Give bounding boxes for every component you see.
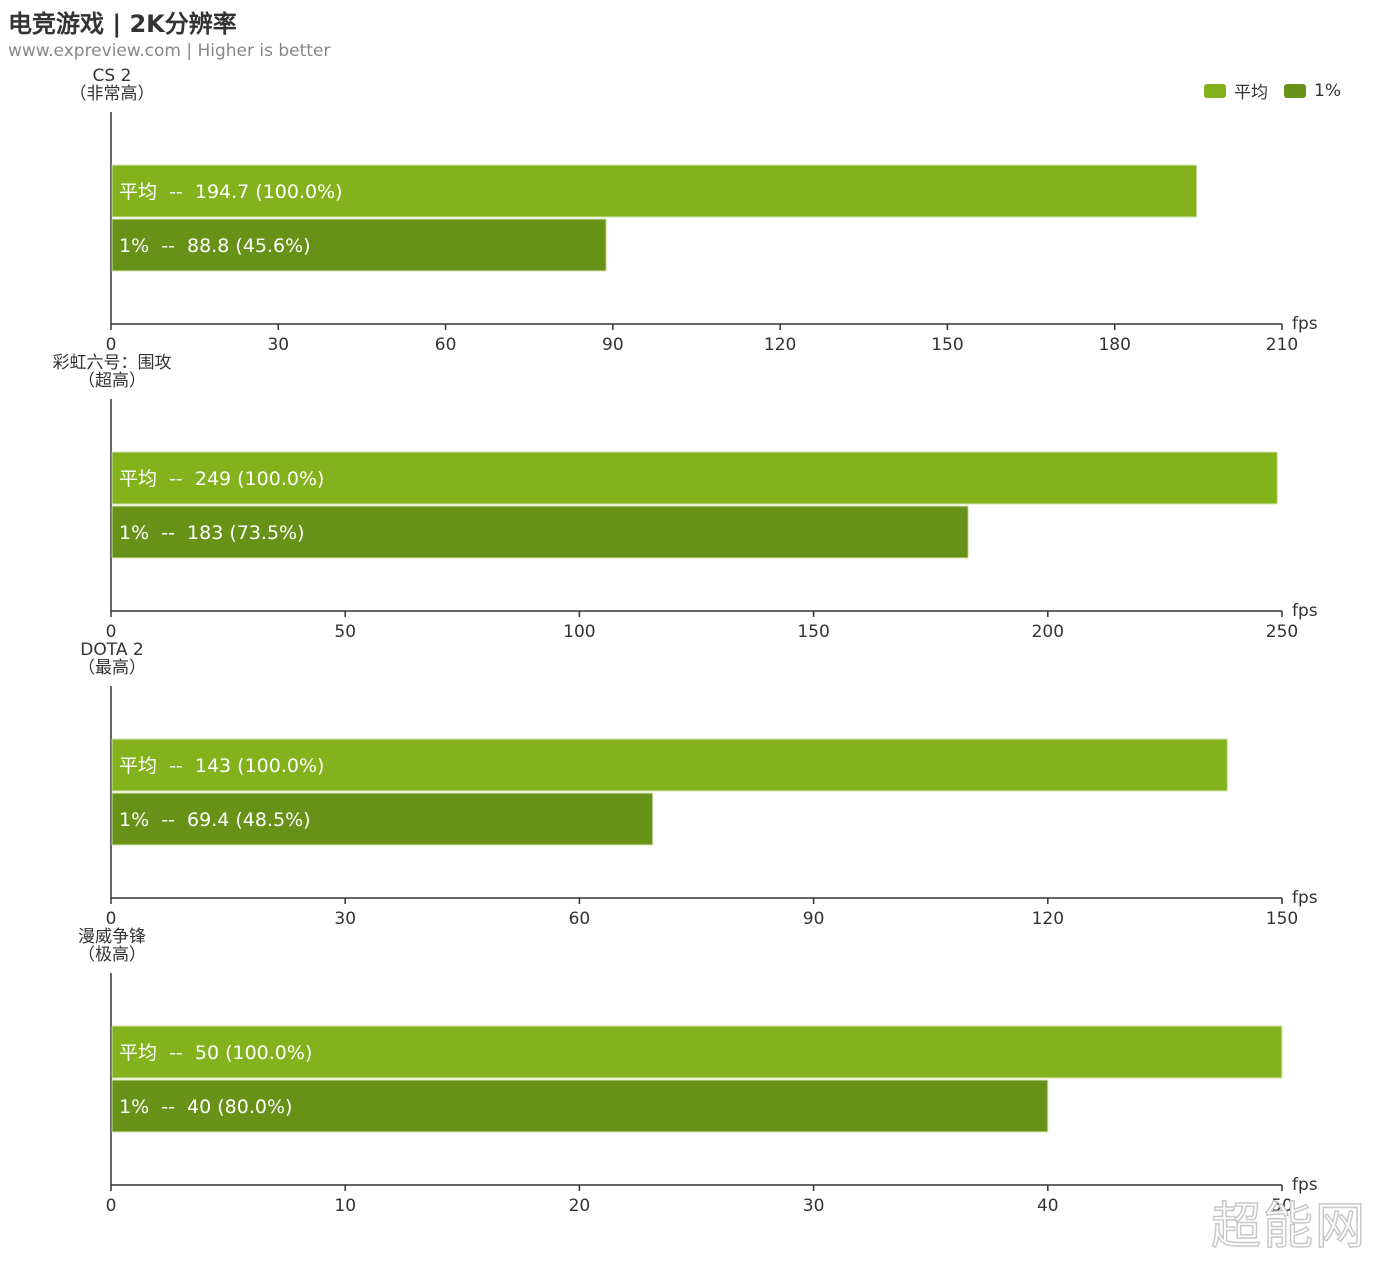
x-tick-label: 30	[334, 909, 356, 929]
legend-label-average: 平均	[1234, 83, 1269, 103]
bar-label: 平均 -- 249 (100.0%)	[119, 468, 324, 490]
bar-label: 1% -- 88.8 (45.6%)	[119, 235, 311, 257]
x-axis-unit: fps	[1292, 314, 1318, 334]
x-tick-label: 120	[764, 335, 796, 355]
game-name: 彩虹六号：围攻	[53, 353, 172, 373]
bar-label: 1% -- 183 (73.5%)	[119, 522, 305, 544]
x-tick-label: 0	[106, 909, 117, 929]
bar-average	[111, 1025, 1283, 1079]
x-tick-label: 60	[569, 909, 591, 929]
x-tick-label: 30	[803, 1196, 825, 1216]
x-tick-label: 90	[803, 909, 825, 929]
watermark: 超能网	[1210, 1196, 1367, 1256]
legend-label-1pct: 1%	[1314, 80, 1341, 101]
bar-label: 1% -- 69.4 (48.5%)	[119, 809, 311, 831]
x-axis-unit: fps	[1292, 601, 1318, 621]
x-tick-label: 10	[334, 1196, 356, 1216]
x-tick-label: 20	[569, 1196, 591, 1216]
x-tick-label: 180	[1098, 335, 1130, 355]
game-setting: （极高）	[78, 945, 146, 965]
x-tick-label: 0	[106, 622, 117, 642]
bar-1pct	[111, 1079, 1049, 1133]
bar-label: 平均 -- 50 (100.0%)	[119, 1042, 312, 1064]
x-tick-label: 50	[1271, 1196, 1293, 1216]
game-setting: （最高）	[78, 658, 146, 678]
game-name: CS 2	[93, 66, 132, 86]
x-tick-label: 150	[931, 335, 963, 355]
game-setting: （非常高）	[70, 84, 155, 104]
legend-item-average[interactable]: 平均	[1204, 78, 1268, 103]
legend: 平均 1%	[1204, 78, 1341, 103]
x-tick-label: 50	[334, 622, 356, 642]
x-axis-unit: fps	[1292, 888, 1318, 908]
x-tick-label: 250	[1266, 622, 1298, 642]
x-tick-label: 0	[106, 335, 117, 355]
x-tick-label: 90	[602, 335, 624, 355]
legend-swatch-average	[1204, 83, 1227, 98]
x-tick-label: 60	[435, 335, 457, 355]
x-axis-unit: fps	[1292, 1175, 1318, 1195]
x-tick-label: 150	[1266, 909, 1298, 929]
x-tick-label: 0	[106, 1196, 117, 1216]
legend-swatch-1pct	[1284, 83, 1307, 98]
game-name: DOTA 2	[80, 640, 143, 660]
x-tick-label: 210	[1266, 335, 1298, 355]
x-tick-label: 200	[1032, 622, 1064, 642]
bar-average	[111, 451, 1278, 505]
bar-label: 1% -- 40 (80.0%)	[119, 1096, 292, 1118]
game-setting: （超高）	[78, 371, 146, 391]
chart-title: 电竞游戏 | 2K分辨率	[8, 10, 237, 38]
legend-item-1pct[interactable]: 1%	[1284, 81, 1341, 101]
x-tick-label: 30	[267, 335, 289, 355]
bar-average	[111, 738, 1228, 792]
chart-subtitle: www.expreview.com | Higher is better	[8, 41, 331, 61]
x-tick-label: 100	[563, 622, 595, 642]
bar-1pct	[111, 505, 969, 559]
x-tick-label: 120	[1032, 909, 1064, 929]
bar-1pct	[111, 792, 654, 846]
bar-label: 平均 -- 143 (100.0%)	[119, 755, 324, 777]
x-tick-label: 40	[1037, 1196, 1059, 1216]
game-name: 漫威争锋	[78, 927, 146, 947]
bar-average	[111, 164, 1198, 218]
bar-1pct	[111, 218, 607, 272]
x-tick-label: 150	[797, 622, 829, 642]
bar-label: 平均 -- 194.7 (100.0%)	[119, 181, 343, 203]
